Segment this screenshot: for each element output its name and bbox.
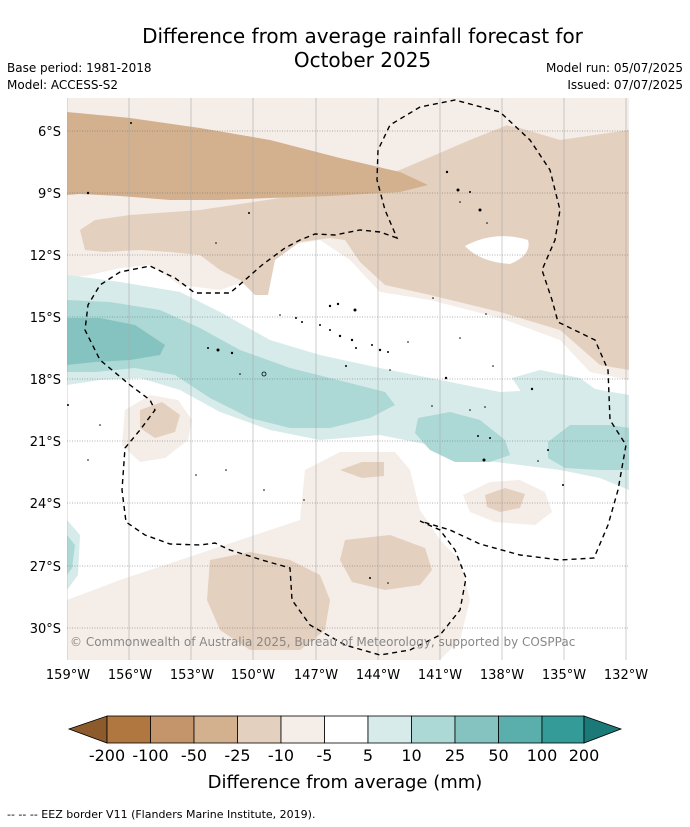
meta-right: Model run: 05/07/2025 Issued: 07/07/2025 <box>546 60 683 94</box>
lat-axis: 6°S 9°S 12°S 15°S 18°S 21°S 24°S 27°S 30… <box>30 125 61 637</box>
lon-label: 153°W <box>170 668 214 683</box>
contour-dry-south-mid <box>207 552 330 650</box>
contour-wet-east <box>415 412 510 462</box>
contour-wet-east3 <box>512 370 629 422</box>
islands <box>67 122 564 584</box>
colorbar-cell <box>280 715 325 744</box>
title-line-2: October 2025 <box>293 48 432 72</box>
contour-dry-southeast-inner <box>485 488 525 512</box>
map-plot-area: © Commonwealth of Australia 2025, Bureau… <box>67 98 629 660</box>
colorbar-tick: -10 <box>268 746 294 765</box>
lat-label: 21°S <box>30 435 61 450</box>
colorbar-ticks: -200 -100 -50 -25 -10 -5 5 10 25 50 100 … <box>89 746 599 765</box>
lat-label: 30°S <box>30 622 61 637</box>
contour-wet-island-north <box>465 236 529 264</box>
colorbar-tick: -5 <box>317 746 333 765</box>
colorbar-cell <box>237 715 282 744</box>
colorbar-cell <box>367 715 412 744</box>
title-line-1: Difference from average rainfall forecas… <box>142 24 583 48</box>
lon-axis: 159°W 156°W 153°W 150°W 147°W 144°W 141°… <box>46 668 648 683</box>
contour-wet-band-mid <box>67 300 395 428</box>
lon-label: 132°W <box>604 668 648 683</box>
colorbar-tick: -100 <box>132 746 168 765</box>
colorbar-label: Difference from average (mm) <box>208 772 483 793</box>
lon-label: 135°W <box>542 668 586 683</box>
lon-label: 138°W <box>480 668 524 683</box>
colorbar-tick: 10 <box>401 746 421 765</box>
colorbar-cell <box>106 715 151 744</box>
model-name: Model: ACCESS-S2 <box>7 78 119 92</box>
colorbar-tick: 50 <box>488 746 508 765</box>
lat-label: 15°S <box>30 311 61 326</box>
colorbar-cell <box>324 715 369 744</box>
colorbar-tick: 100 <box>527 746 558 765</box>
contour-dry-west-inner <box>140 402 180 438</box>
lon-label: 141°W <box>418 668 462 683</box>
colorbar-tick: 25 <box>445 746 465 765</box>
contour-dry-north-mid <box>67 98 629 370</box>
colorbar-tick: -25 <box>224 746 250 765</box>
colorbar-tick: 200 <box>569 746 600 765</box>
colorbar-tick: -200 <box>89 746 125 765</box>
colorbar-low-extend <box>67 715 108 744</box>
gridlines <box>67 98 629 660</box>
eez-border <box>84 99 627 656</box>
colorbar-cell <box>193 715 238 744</box>
lon-label: 147°W <box>294 668 338 683</box>
lon-label: 144°W <box>356 668 400 683</box>
lat-label: 9°S <box>38 187 61 202</box>
meta-left: Base period: 1981-2018 Model: ACCESS-S2 <box>7 60 152 94</box>
lat-label: 12°S <box>30 249 61 264</box>
contour-wet-east2 <box>548 425 629 470</box>
colorbar-cell <box>150 715 195 744</box>
lon-label: 159°W <box>46 668 90 683</box>
contour-wet-southwest-inner <box>67 535 75 575</box>
lat-label: 24°S <box>30 497 61 512</box>
map-title: Difference from average rainfall forecas… <box>0 24 690 72</box>
lon-label: 150°W <box>231 668 275 683</box>
contour-wet-band-inner <box>67 318 165 365</box>
colorbar-cell <box>541 715 585 744</box>
contour-dry-south-mid2 <box>340 535 432 590</box>
colorbar-cell <box>411 715 456 744</box>
lat-label: 6°S <box>38 125 61 140</box>
lon-label: 156°W <box>108 668 152 683</box>
contour-dry-north-inner <box>67 112 428 200</box>
model-run: Model run: 05/07/2025 <box>545 61 683 75</box>
colorbar-tick: 5 <box>363 746 373 765</box>
colorbar-cell <box>498 715 543 744</box>
lat-label: 27°S <box>30 560 61 575</box>
colorbar-tick: -50 <box>181 746 207 765</box>
colorbar-cell <box>454 715 499 744</box>
colorbar-high-extend <box>583 715 623 744</box>
colorbar <box>67 715 623 744</box>
copyright-notice: © Commonwealth of Australia 2025, Bureau… <box>70 635 575 649</box>
contour-dry-center <box>340 462 384 478</box>
lat-label: 18°S <box>30 373 61 388</box>
base-period: Base period: 1981-2018 <box>7 61 152 75</box>
issued-date: Issued: 07/07/2025 <box>567 78 683 92</box>
eez-legend-footnote: -- -- -- EEZ border V11 (Flanders Marine… <box>7 808 316 821</box>
